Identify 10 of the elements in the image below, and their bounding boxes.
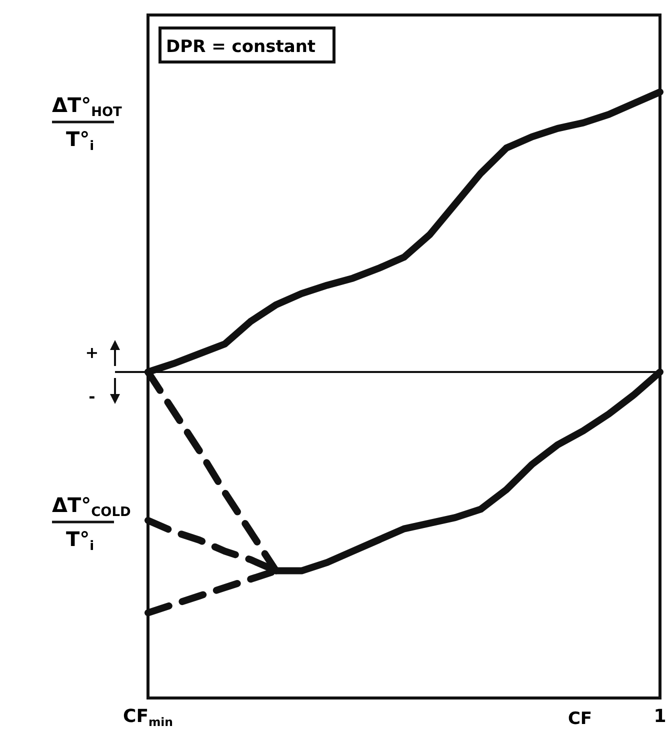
text: T°$_{i}$: [66, 127, 94, 154]
x-tick-label: CF$_{min}$: [122, 706, 174, 729]
y-axis-title: ΔT°$_{HOT}$: [52, 93, 122, 120]
text: DPR = constant: [166, 37, 316, 57]
annotation: ΔT°$_{COLD}$: [52, 493, 131, 520]
x-axis-title: CF: [568, 709, 592, 729]
x-tick-label: 1: [654, 706, 666, 727]
text: T°$_{i}$: [66, 527, 94, 554]
text: -: [88, 387, 96, 406]
text: +: [85, 343, 99, 362]
